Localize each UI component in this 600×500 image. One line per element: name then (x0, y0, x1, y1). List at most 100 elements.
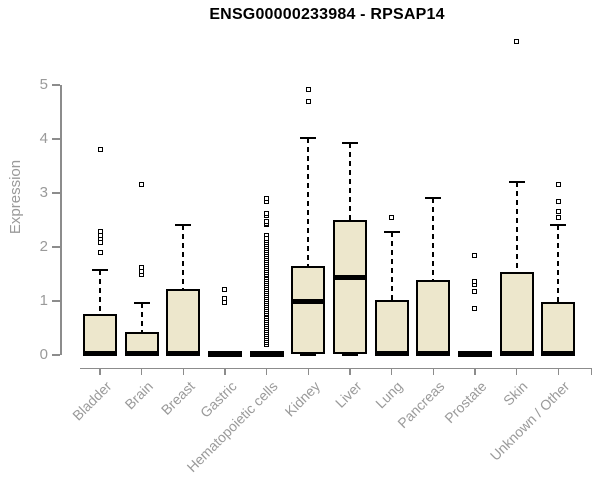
whisker-line (140, 303, 143, 332)
outlier-point (97, 229, 103, 235)
whisker-cap (341, 354, 358, 356)
whisker-cap (175, 223, 192, 226)
median-line (457, 351, 492, 357)
outlier-point (97, 249, 103, 255)
y-axis-tick (52, 246, 60, 248)
x-axis-tick (474, 368, 476, 375)
y-axis-tick (52, 138, 60, 140)
x-axis-tick (432, 368, 435, 375)
whisker-cap (425, 197, 442, 200)
box-body (332, 220, 367, 354)
outlier-point (555, 199, 561, 205)
chart-title: ENSG00000233984 - RPSAP14 (209, 6, 445, 23)
whisker-line (182, 224, 185, 289)
outlier-point (264, 236, 270, 242)
y-axis-tick (52, 84, 60, 86)
x-axis-tick (390, 368, 393, 375)
x-tick-label-bladder: Bladder (68, 378, 115, 424)
x-axis-tick (140, 368, 143, 375)
y-axis-tick (52, 192, 60, 194)
median-line (541, 350, 576, 356)
box-body (83, 313, 117, 355)
outlier-point (472, 279, 478, 285)
outlier-point (389, 214, 395, 220)
x-axis-tick (515, 368, 518, 375)
x-tick-label-skin: Skin (500, 378, 531, 409)
outlier-point (139, 265, 145, 271)
outlier-point (514, 39, 520, 45)
y-tick-label: 2 (39, 238, 48, 255)
box-body (541, 302, 576, 355)
y-tick-label: 4 (39, 130, 48, 147)
y-tick-label: 0 (39, 346, 48, 363)
x-tick-label-liver: Liver (331, 378, 365, 411)
median-line (374, 350, 409, 356)
whisker-line (390, 231, 393, 300)
whisker-line (307, 137, 310, 266)
x-tick-label-breast: Breast (157, 378, 198, 418)
median-line (291, 298, 326, 304)
y-axis-line (60, 85, 62, 355)
median-line (207, 351, 242, 357)
y-tick-label: 3 (39, 184, 48, 201)
outlier-point (264, 211, 270, 217)
outlier-point (222, 295, 228, 301)
median-line (124, 350, 159, 356)
median-line (249, 351, 284, 357)
x-axis-line (80, 367, 592, 369)
outlier-point (264, 195, 270, 201)
outlier-point (97, 147, 103, 153)
whisker-line (432, 198, 435, 280)
x-axis-tick (265, 368, 268, 375)
outlier-point (305, 87, 311, 93)
outlier-point (472, 306, 478, 312)
x-tick-label-kidney: Kidney (281, 378, 323, 420)
outlier-point (222, 300, 228, 306)
box-body (166, 288, 201, 355)
whisker-cap (300, 136, 317, 139)
y-tick-label: 5 (39, 76, 48, 93)
whisker-line (99, 270, 101, 314)
outlier-point (222, 286, 228, 292)
x-tick-label-lung: Lung (372, 378, 406, 412)
x-tick-label-prostate: Prostate (441, 378, 490, 427)
whisker-cap (300, 354, 317, 356)
box-body (416, 279, 451, 355)
median-line (332, 275, 367, 281)
x-axis-tick (224, 368, 226, 375)
x-axis-tick (99, 368, 101, 375)
box-body (291, 265, 326, 354)
whisker-line (515, 182, 518, 272)
x-axis-tick (349, 368, 351, 375)
whisker-cap (341, 141, 358, 144)
outlier-point (555, 215, 561, 221)
box-body (374, 299, 409, 355)
outlier-point (472, 289, 478, 295)
x-axis-tick (307, 368, 310, 375)
median-line (499, 350, 534, 356)
y-axis-tick (52, 354, 60, 356)
whisker-line (348, 142, 351, 220)
whisker-cap (383, 230, 400, 233)
x-axis-tick (182, 368, 185, 375)
x-axis-endcap (590, 367, 592, 375)
whisker-cap (133, 302, 150, 305)
y-axis-tick (52, 300, 60, 302)
outlier-point (472, 252, 478, 258)
whisker-cap (508, 181, 525, 184)
whisker-line (557, 224, 560, 303)
whisker-cap (92, 269, 108, 272)
x-axis-tick (557, 368, 559, 375)
x-tick-label-brain: Brain (121, 378, 156, 413)
y-tick-label: 1 (39, 292, 48, 309)
whisker-cap (550, 223, 567, 226)
box-body (499, 271, 534, 355)
outlier-point (555, 182, 561, 188)
median-line (166, 350, 201, 356)
outlier-point (139, 182, 145, 188)
median-line (83, 350, 117, 356)
median-line (416, 350, 451, 356)
outlier-point (305, 99, 311, 105)
outlier-point (555, 209, 561, 215)
